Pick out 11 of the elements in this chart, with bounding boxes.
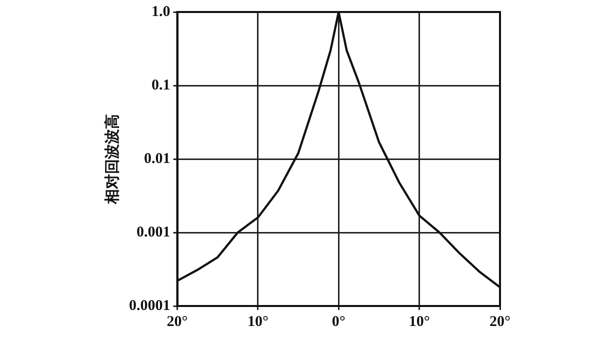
x-tick-label: 10° <box>408 314 430 330</box>
y-tick-label: 0.1 <box>152 77 170 94</box>
y-tick-label: 0.0001 <box>129 298 170 314</box>
y-axis-title: 相对回波波高 <box>102 114 121 205</box>
x-tick-label: 20° <box>166 314 188 330</box>
y-tick-label: 1.0 <box>152 4 170 20</box>
y-tick-label: 0.001 <box>136 224 170 240</box>
y-tick-label: 0.01 <box>144 150 170 167</box>
x-tick-label: 0° <box>332 314 346 330</box>
x-tick-label: 10° <box>247 314 268 330</box>
x-tick-label: 20° <box>490 314 510 330</box>
